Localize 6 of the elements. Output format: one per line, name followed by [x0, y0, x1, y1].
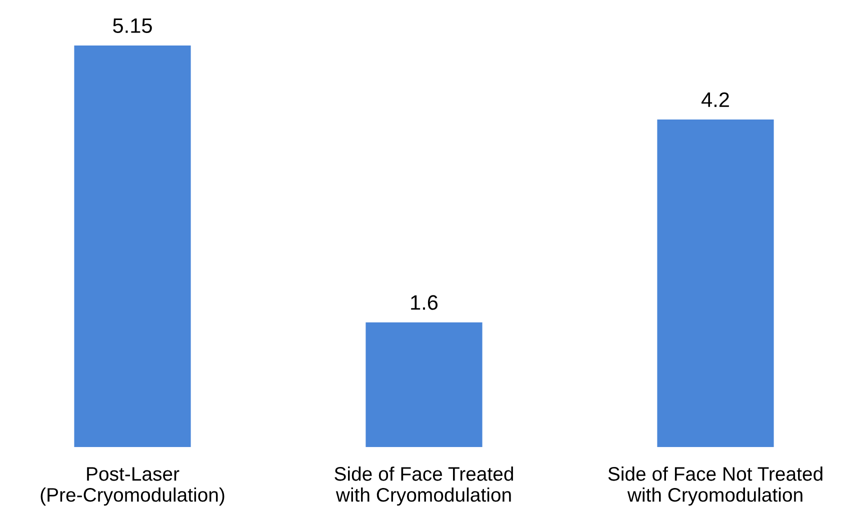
- data-label: 5.15: [113, 18, 152, 34]
- x-tick-label: Side of Face Treated with Cryomodulation: [334, 466, 514, 506]
- x-tick-label: Side of Face Not Treated with Cryomodulation: [608, 466, 822, 506]
- data-label: 1.6: [411, 295, 438, 310]
- data-label: 4.2: [702, 92, 729, 107]
- x-tick-label: Post-Laser (Pre-Cryomodulation): [40, 467, 224, 506]
